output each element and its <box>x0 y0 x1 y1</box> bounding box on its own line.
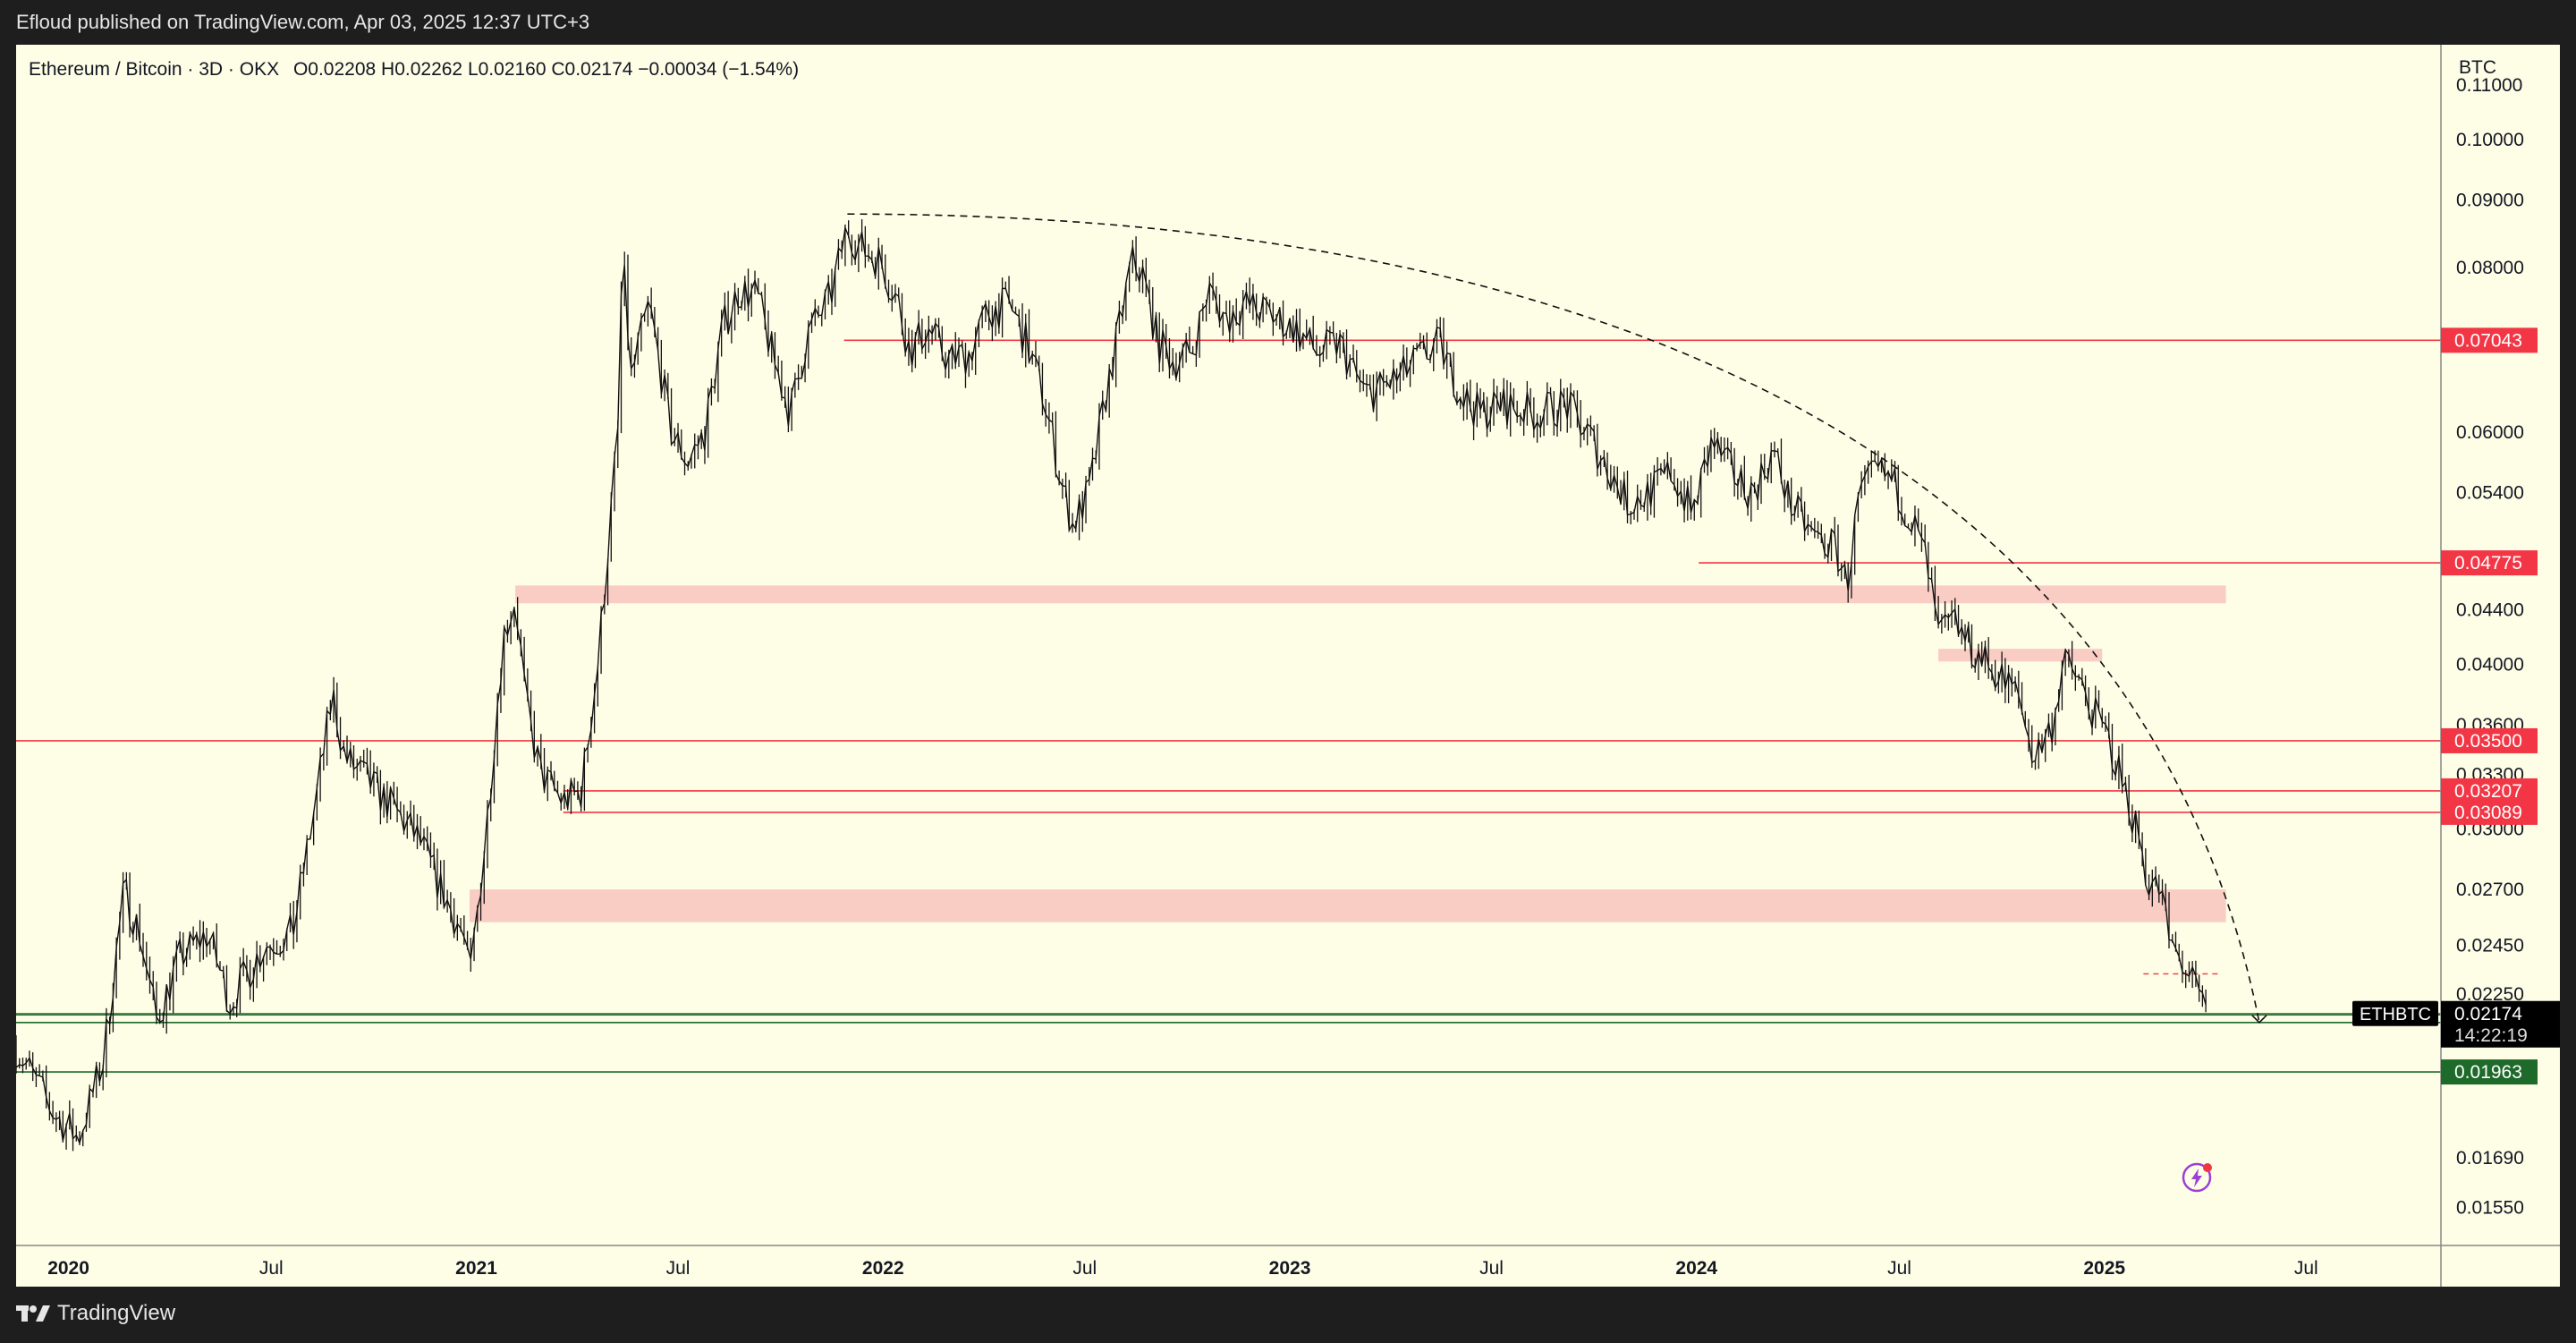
price-tag-bg <box>2441 1000 2560 1048</box>
time-tick-label: 2022 <box>862 1258 904 1279</box>
horizontal-levels <box>16 339 2441 1073</box>
price-tag-value: 0.02174 <box>2454 1004 2522 1024</box>
lightning-icon[interactable] <box>2182 1162 2212 1193</box>
price-tick-label: 0.01690 <box>2456 1148 2524 1169</box>
level-tag-label: 0.07043 <box>2454 330 2522 351</box>
price-tick-label: 0.09000 <box>2456 190 2524 210</box>
level-tag-bg <box>2441 1059 2538 1085</box>
footer-bar: TradingView <box>0 1287 2576 1343</box>
level-tag-label: 0.03089 <box>2454 803 2522 823</box>
price-tick-label: 0.08000 <box>2456 258 2524 278</box>
tradingview-logo[interactable]: TradingView <box>16 1301 175 1326</box>
time-tick-label: 2025 <box>2083 1258 2125 1279</box>
brand-name: TradingView <box>57 1301 176 1325</box>
price-tick-label: 0.02250 <box>2456 984 2524 1005</box>
price-tick-label: 0.11000 <box>2456 75 2522 96</box>
time-tick-label: Jul <box>259 1258 284 1279</box>
price-tick-label: 0.02700 <box>2456 880 2524 900</box>
published-text: Efloud published on TradingView.com, Apr… <box>16 11 590 33</box>
price-tick-label: 0.04000 <box>2456 654 2524 675</box>
price-tick-label: 0.06000 <box>2456 422 2524 443</box>
zone-1 <box>1938 649 2103 662</box>
last-price-tag: ETHBTC 0.02174 14:22:19 <box>2352 1000 2560 1048</box>
time-tick-label: Jul <box>666 1258 691 1279</box>
time-tick-label: 2020 <box>47 1258 89 1279</box>
tradingview-icon <box>16 1305 50 1322</box>
level-tag-bg <box>2441 799 2538 825</box>
level-tag-bg <box>2441 778 2538 803</box>
time-tick-label: Jul <box>1887 1258 1911 1279</box>
time-tick-label: 2024 <box>1675 1258 1717 1279</box>
curve-trendline <box>847 213 2267 1024</box>
time-tick-label: Jul <box>1479 1258 1504 1279</box>
close-line <box>15 225 2207 1145</box>
level-tag-label: 0.01963 <box>2454 1062 2522 1083</box>
time-axis-ticks: 2020 Jul 2021 Jul 2022 Jul 2023 Jul 2024 Jul 2025 J… <box>47 1258 2318 1279</box>
level-tag-bg <box>2441 327 2538 353</box>
symbol-tag-bg <box>2352 1000 2438 1026</box>
supply-demand-zones <box>470 585 2226 922</box>
price-tick-label: 0.01550 <box>2456 1197 2524 1218</box>
countdown-value: 14:22:19 <box>2454 1025 2528 1046</box>
level-tag-label: 0.04775 <box>2454 553 2522 574</box>
price-axis-ticks: 0.11000 0.10000 0.09000 0.08000 0.06000 0.054… <box>2456 75 2524 1218</box>
price-tick-label: 0.10000 <box>2456 130 2524 150</box>
currency-label: BTC <box>2459 57 2496 78</box>
level-tag-label: 0.03500 <box>2454 731 2522 752</box>
time-tick-label: Jul <box>2294 1258 2318 1279</box>
published-banner: Efloud published on TradingView.com, Apr… <box>0 0 2576 45</box>
price-tick-label: 0.04400 <box>2456 599 2524 620</box>
zone-0 <box>515 585 2226 604</box>
price-chart[interactable]: 0.11000 0.10000 0.09000 0.08000 0.06000 0.054… <box>15 45 2560 1287</box>
chart-area[interactable]: 0.11000 0.10000 0.09000 0.08000 0.06000 0.054… <box>15 45 2560 1287</box>
level-tag-label: 0.03207 <box>2454 781 2522 802</box>
ohlc-values: O0.02208 H0.02262 L0.02160 C0.02174 −0.0… <box>293 59 799 80</box>
level-tag-bg <box>2441 727 2538 753</box>
price-tick-label: 0.05400 <box>2456 482 2524 503</box>
time-tick-label: 2023 <box>1269 1258 1311 1279</box>
zone-2 <box>470 889 2226 922</box>
level-tag-bg <box>2441 550 2538 576</box>
time-tick-label: 2021 <box>455 1258 497 1279</box>
symbol-tag: ETHBTC <box>2360 1005 2431 1024</box>
symbol-title: Ethereum / Bitcoin · 3D · OKX O0.02208 H… <box>29 59 799 80</box>
time-tick-label: Jul <box>1072 1258 1097 1279</box>
price-tick-label: 0.02450 <box>2456 935 2524 956</box>
arc-arrow-head <box>2251 1015 2267 1024</box>
price-series <box>15 219 2207 1152</box>
